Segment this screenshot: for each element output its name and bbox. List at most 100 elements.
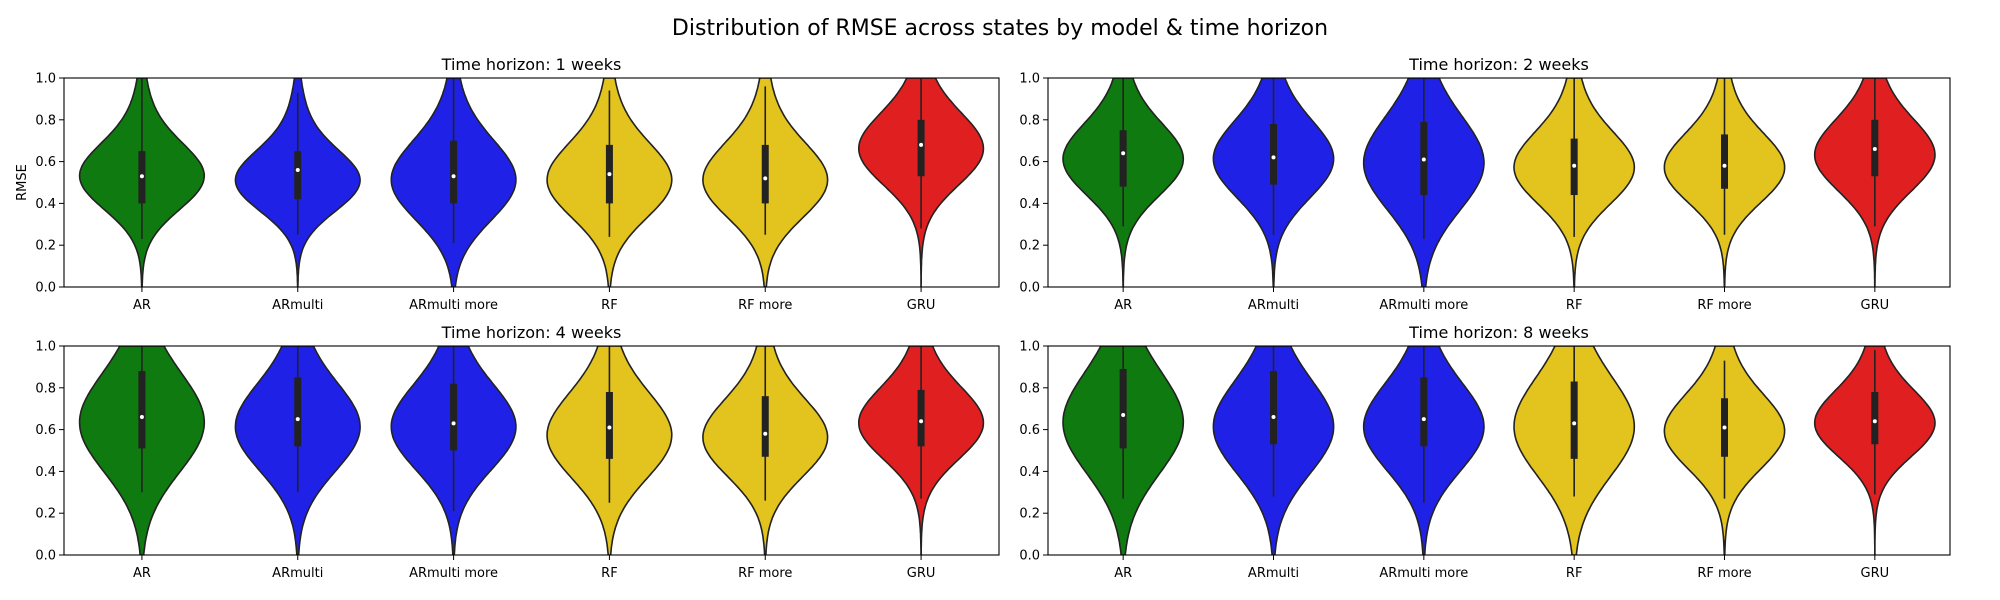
x-tick-label: GRU: [1861, 566, 1890, 581]
x-tick-label: ARmulti: [272, 298, 323, 313]
violins: [1062, 346, 1936, 555]
iqr-box: [450, 383, 458, 451]
iqr-box: [917, 119, 925, 177]
y-tick-label: 0.2: [1019, 239, 1040, 254]
median-point: [1722, 425, 1727, 430]
iqr-box: [761, 144, 769, 204]
y-tick-label: 0.8: [1019, 113, 1040, 128]
panels: Time horizon: 1 weeks 0.0 0.2 0.4 0.6 0.8 1.0 R…: [15, 55, 1951, 581]
axes-frame: [1047, 77, 1951, 288]
iqr-box: [294, 151, 302, 200]
median-point: [295, 417, 300, 422]
median-point: [919, 142, 924, 147]
iqr-box: [1270, 123, 1277, 185]
y-tick-label: 0.8: [35, 381, 56, 396]
x-tick-label: AR: [133, 566, 151, 581]
iqr-box: [1119, 130, 1127, 187]
x-tick-label: AR: [1114, 566, 1132, 581]
x-tick-label: ARmulti more: [1379, 298, 1468, 313]
median-point: [1121, 412, 1126, 417]
panel-1: Time horizon: 1 weeks 0.0 0.2 0.4 0.6 0.8 1.0 R…: [15, 55, 1000, 313]
y-tick-label: 0.2: [1019, 507, 1040, 522]
violins: [78, 78, 985, 287]
median-point: [1121, 151, 1126, 156]
median-point: [1421, 417, 1426, 422]
median-point: [1271, 415, 1276, 420]
iqr-box: [1871, 391, 1879, 445]
panel-title: Time horizon: 4 weeks: [441, 323, 622, 342]
iqr-box: [1570, 381, 1578, 459]
x-tick-label: ARmulti more: [1379, 566, 1468, 581]
y-tick-label: 0.0: [35, 281, 56, 296]
median-point: [763, 431, 768, 436]
x-tick-label: GRU: [1861, 298, 1890, 313]
y-axis-label: RMSE: [15, 164, 30, 201]
iqr-box: [1721, 134, 1728, 189]
x-tick-label: RF more: [1697, 298, 1751, 313]
iqr-box: [1420, 377, 1428, 447]
y-tick-label: 1.0: [35, 72, 56, 87]
x-tick-label: ARmulti more: [409, 298, 498, 313]
y-tick-label: 0.4: [35, 465, 56, 480]
median-point: [451, 174, 456, 179]
panel-title: Time horizon: 8 weeks: [1408, 323, 1589, 342]
x-tick-label: GRU: [907, 566, 936, 581]
iqr-box: [761, 396, 769, 457]
x-tick-label: RF more: [1697, 566, 1751, 581]
violins: [1062, 78, 1936, 287]
x-tick-label: ARmulti more: [409, 566, 498, 581]
x-tick-label: RF: [1566, 566, 1583, 581]
x-tick-label: ARmulti: [272, 566, 323, 581]
x-tick-label: ARmulti: [1248, 566, 1299, 581]
y-tick-label: 0.6: [1019, 423, 1040, 438]
iqr-box: [1270, 371, 1277, 445]
y-tick-label: 0.0: [1019, 281, 1040, 296]
median-point: [1872, 147, 1877, 152]
median-point: [1421, 157, 1426, 162]
median-point: [1872, 419, 1877, 424]
median-point: [1572, 163, 1577, 168]
panel-4: Time horizon: 8 weeks 0.0 0.2 0.4 0.6 0.8 1.0 A…: [1019, 323, 1951, 581]
x-tick-label: RF: [1566, 298, 1583, 313]
median-point: [139, 415, 144, 420]
axes-frame: [63, 77, 1000, 288]
iqr-box: [294, 377, 302, 447]
x-tick-label: RF: [601, 298, 618, 313]
y-tick-label: 0.6: [35, 423, 56, 438]
panel-title: Time horizon: 2 weeks: [1408, 55, 1589, 74]
iqr-box: [450, 140, 458, 204]
y-tick-label: 0.0: [1019, 549, 1040, 564]
y-tick-label: 1.0: [35, 340, 56, 355]
axes-frame: [1047, 345, 1951, 556]
iqr-box: [1119, 368, 1127, 449]
panel-2: Time horizon: 2 weeks 0.0 0.2 0.4 0.6 0.8 1.0 A…: [1019, 55, 1951, 313]
iqr-box: [138, 371, 146, 449]
median-point: [607, 172, 612, 177]
y-tick-label: 0.4: [1019, 197, 1040, 212]
x-tick-label: RF more: [738, 566, 792, 581]
axes-frame: [63, 345, 1000, 556]
x-tick-label: GRU: [907, 298, 936, 313]
y-tick-label: 1.0: [1019, 72, 1040, 87]
median-point: [139, 174, 144, 179]
median-point: [1572, 421, 1577, 426]
iqr-box: [917, 389, 925, 447]
y-tick-label: 1.0: [1019, 340, 1040, 355]
x-tick-label: AR: [133, 298, 151, 313]
median-point: [607, 425, 612, 430]
y-tick-label: 0.6: [1019, 155, 1040, 170]
x-tick-label: ARmulti: [1248, 298, 1299, 313]
y-tick-label: 0.2: [35, 507, 56, 522]
figure-title: Distribution of RMSE across states by mo…: [672, 16, 1328, 41]
median-point: [295, 167, 300, 172]
x-tick-label: RF more: [738, 298, 792, 313]
y-tick-label: 0.8: [1019, 381, 1040, 396]
panel-3: Time horizon: 4 weeks 0.0 0.2 0.4 0.6 0.8 1.0 A…: [35, 323, 1000, 581]
violins: [78, 346, 985, 555]
iqr-box: [605, 391, 613, 459]
y-tick-label: 0.8: [35, 113, 56, 128]
y-tick-label: 0.4: [35, 197, 56, 212]
median-point: [763, 176, 768, 181]
